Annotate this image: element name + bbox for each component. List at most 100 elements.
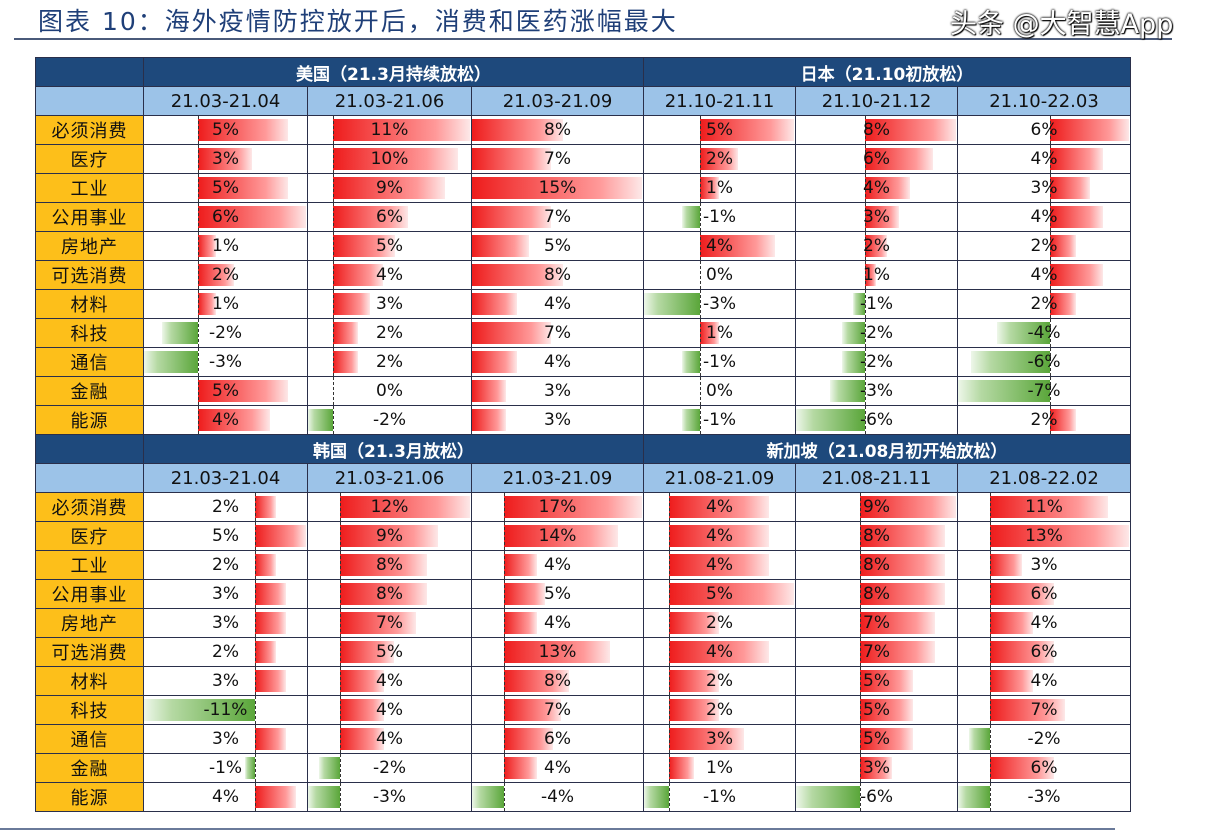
zero-axis [864,406,866,434]
value-cell: 4% [957,666,1131,696]
zero-axis [990,667,992,695]
value-cell: -2% [795,347,958,377]
value-label: 4% [544,613,571,633]
value-cell: 4% [471,608,644,638]
period-header: 21.10-21.11 [643,86,796,116]
zero-axis [860,783,861,811]
zero-axis [340,725,342,753]
value-cell: 2% [143,637,308,667]
positive-data-bar [472,177,642,199]
value-cell: 12% [307,492,472,522]
positive-data-bar [864,264,876,286]
zero-axis [860,696,861,724]
value-cell: 2% [957,289,1131,319]
zero-axis [1050,116,1052,144]
value-label: 4% [1030,207,1058,227]
zero-axis [990,493,992,521]
sector-label: 必须消费 [35,492,144,522]
value-label: -1% [702,787,737,807]
negative-data-bar [830,380,865,402]
table-row: 可选消费 2% 5% 13% 4% 7% 6% [35,637,1131,667]
positive-data-bar [990,670,1033,692]
zero-axis [990,522,992,550]
value-cell: 8% [471,666,644,696]
positive-data-bar [504,612,537,634]
zero-axis [864,232,866,260]
value-cell: 5% [795,724,958,754]
value-label: 13% [538,642,577,662]
sector-label: 房地产 [35,231,144,261]
zero-axis [332,319,334,347]
value-cell: 4% [957,144,1131,174]
value-cell: 0% [307,376,472,406]
positive-data-bar [472,351,518,373]
positive-data-bar [860,699,914,721]
zero-axis [669,667,670,695]
value-label: 8% [863,526,890,546]
zero-axis [1050,203,1052,231]
value-cell: 6% [957,753,1131,783]
positive-data-bar [198,206,306,228]
positive-data-bar [472,119,563,141]
zero-axis [990,783,992,811]
positive-data-bar [864,206,899,228]
positive-data-bar [700,177,719,199]
value-cell: 3% [795,202,958,232]
zero-axis [700,290,702,318]
zero-axis [198,174,199,202]
negative-data-bar [997,322,1051,344]
value-cell: 3% [471,405,644,435]
positive-data-bar [990,757,1055,779]
value-label: 4% [1030,671,1058,691]
zero-axis [198,348,199,376]
value-label: 4% [706,526,733,546]
zero-axis [990,696,992,724]
value-label: 3% [1030,555,1058,575]
value-cell: 7% [471,695,644,725]
value-cell: 5% [471,579,644,609]
value-label: 2% [863,236,890,256]
value-cell: 5% [471,231,644,261]
period-header: 21.03-21.04 [143,463,308,493]
value-cell: 8% [795,521,958,551]
value-label: 4% [376,729,403,749]
value-cell: 11% [307,115,472,145]
value-label: 8% [863,120,890,140]
positive-data-bar [255,525,306,547]
country-header: 美国（21.3月持续放松） [143,57,644,87]
positive-data-bar [255,728,286,750]
zero-axis [700,116,702,144]
value-cell: 0% [643,376,796,406]
value-cell: 5% [143,521,308,551]
zero-axis [504,725,506,753]
zero-axis [198,145,199,173]
positive-data-bar [332,206,408,228]
value-cell: 5% [795,666,958,696]
zero-axis [860,522,861,550]
zero-axis [332,174,334,202]
zero-axis [255,580,257,608]
value-label: -2% [208,323,243,343]
zero-axis [860,551,861,579]
zero-axis [700,232,702,260]
value-label: 7% [544,149,571,169]
zero-axis [669,522,670,550]
value-cell: 9% [795,492,958,522]
value-label: 7% [863,642,890,662]
positive-data-bar [1050,206,1103,228]
zero-axis [255,638,257,666]
value-cell: 6% [307,202,472,232]
value-label: 5% [212,381,239,401]
value-cell: 5% [143,173,308,203]
value-cell: 4% [643,550,796,580]
table-row: 房地产 1% 5% 5% 4% 2% 2% [35,231,1131,261]
value-label: 1% [706,323,733,343]
positive-data-bar [990,699,1065,721]
value-label: -1% [702,352,737,372]
value-cell: 3% [143,608,308,638]
positive-data-bar [504,699,562,721]
negative-data-bar [318,757,341,779]
value-cell: -2% [957,724,1131,754]
value-cell: 3% [143,144,308,174]
positive-data-bar [198,380,288,402]
